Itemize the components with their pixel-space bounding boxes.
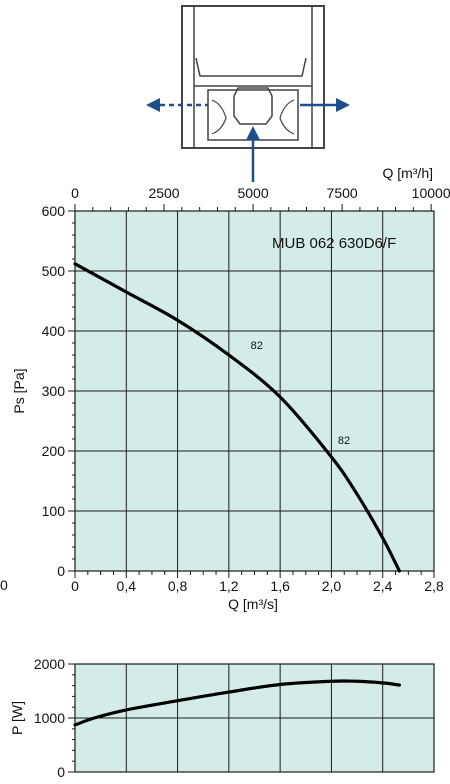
top-tick-label: 7500: [327, 185, 358, 201]
x-tick-label: 0,4: [117, 578, 137, 594]
top-tick-label: 10000: [412, 185, 450, 201]
power-chart: 0 1000 2000 P [W]: [9, 656, 435, 780]
x-axis-title: Q [m³/s]: [228, 596, 278, 612]
impeller-right-icon: [279, 99, 295, 135]
outside-label: 0: [0, 577, 8, 593]
x-tick-label: 0: [71, 578, 79, 594]
pressure-chart: 0 0,4 0,8 1,2 1,6 2,0 2,4 2,8 0 100 200 300 400 500 60…: [0, 165, 450, 612]
plot-frame: [74, 663, 435, 773]
y-tick-label: 2000: [34, 656, 65, 672]
y-tick-label: 0: [57, 563, 65, 579]
y-axis-title: Ps [Pa]: [11, 368, 27, 413]
housing-tray: [195, 57, 307, 77]
y-axis-title: P [W]: [9, 701, 25, 735]
impeller-left-icon: [211, 99, 227, 135]
x-tick-label: 2,0: [322, 578, 342, 594]
top-tick-label: 0: [71, 185, 79, 201]
x-tick-label: 2,8: [424, 578, 444, 594]
x-tick-label: 1,2: [219, 578, 239, 594]
arrow-up-head-icon: [246, 126, 260, 140]
efficiency-label: 82: [251, 340, 263, 352]
efficiency-label: 82: [338, 435, 350, 447]
top-tick-label: 5000: [237, 185, 268, 201]
x-tick-label: 1,6: [270, 578, 290, 594]
y-tick-label: 600: [42, 203, 66, 219]
power-curve: [73, 679, 401, 727]
fan-housing-diagram: [146, 5, 350, 182]
y-tick-label: 1000: [34, 710, 65, 726]
top-tick-label: 2500: [148, 185, 179, 201]
x-tick-label: 0,8: [168, 578, 188, 594]
y-tick-label: 200: [42, 443, 66, 459]
top-axis-title: Q [m³/h]: [382, 165, 433, 181]
arrow-right-head-icon: [336, 98, 350, 112]
x-tick-label: 2,4: [373, 578, 393, 594]
y-tick-label: 0: [57, 764, 65, 780]
arrow-left-head-icon: [146, 98, 160, 112]
plot-frame: [74, 210, 435, 572]
fan-motor-icon: [233, 87, 273, 125]
y-tick-label: 500: [42, 263, 66, 279]
y-tick-label: 100: [42, 503, 66, 519]
y-tick-label: 400: [42, 323, 66, 339]
chart-title: MUB 062 630D6/F: [272, 235, 396, 252]
y-tick-label: 300: [42, 383, 66, 399]
pressure-curve: [73, 262, 401, 573]
